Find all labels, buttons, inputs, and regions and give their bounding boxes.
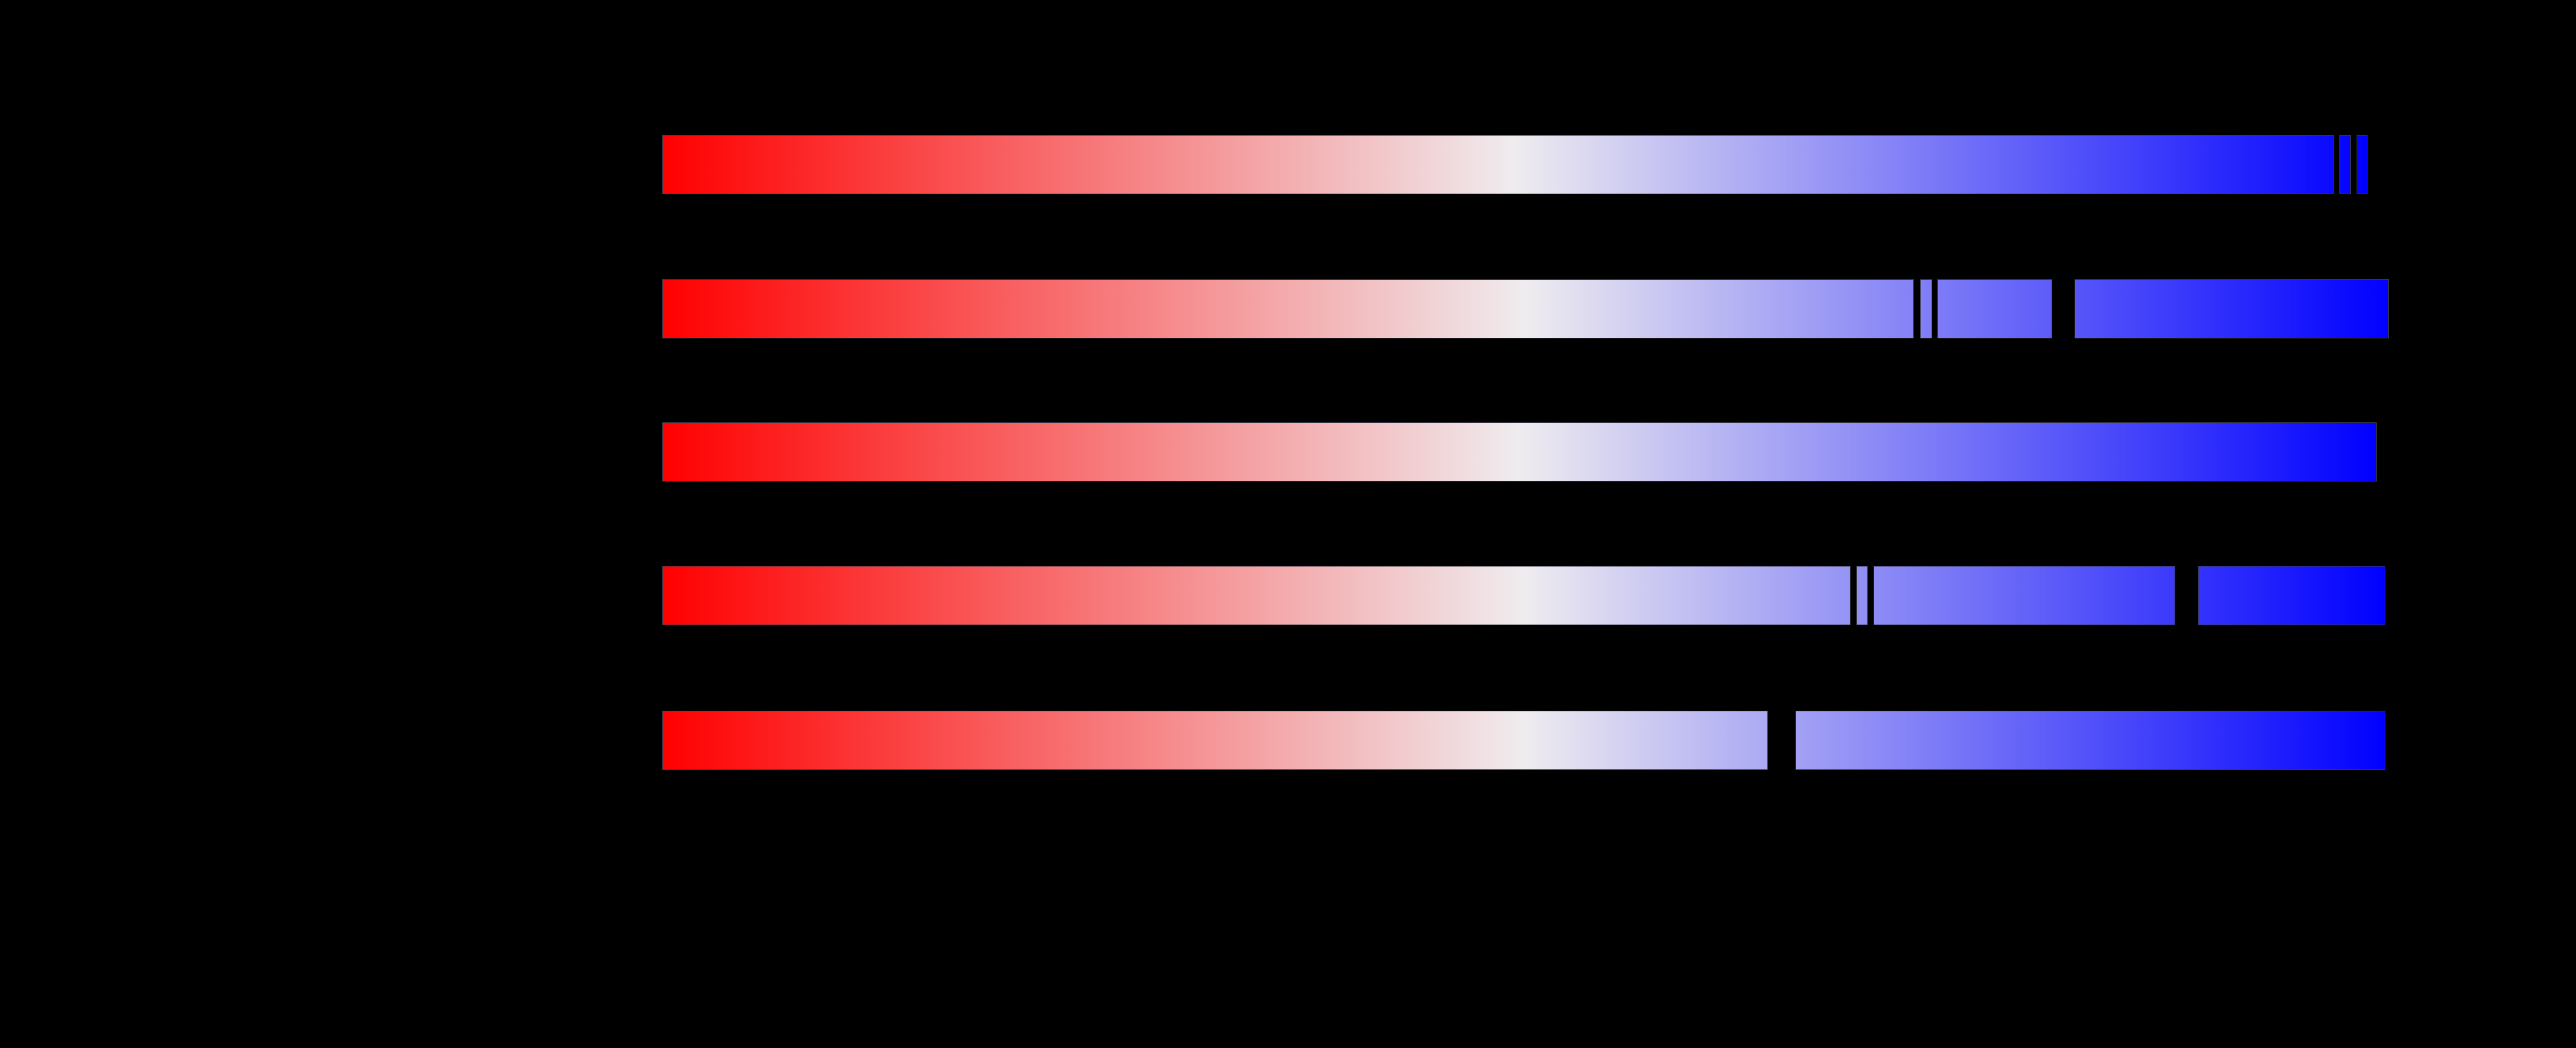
bar-segment-r3-s1[interactable] — [662, 422, 2377, 481]
bar-segment-gradient — [663, 567, 1850, 625]
bar-segment-r2-s3[interactable] — [1937, 279, 2052, 338]
bar-segment-gradient — [1857, 567, 1867, 625]
bar-segment-r5-s1[interactable] — [662, 711, 1768, 770]
bar-segment-gradient — [1921, 280, 1932, 338]
bar-segment-r4-s4[interactable] — [2198, 566, 2385, 625]
bar-segment-gradient — [1874, 567, 2175, 625]
bar-segment-r5-s2[interactable] — [1795, 711, 2385, 770]
bar-row-2 — [0, 279, 2576, 338]
bar-segment-r2-s1[interactable] — [662, 279, 1914, 338]
bar-segment-gradient — [2357, 136, 2367, 194]
bar-segment-r1-s2[interactable] — [2339, 135, 2351, 194]
bar-segment-gradient — [2340, 136, 2350, 194]
bar-segment-gradient — [663, 136, 2334, 194]
bar-segment-gradient — [663, 711, 1767, 769]
bar-segment-r4-s3[interactable] — [1874, 566, 2175, 625]
bar-segment-gradient — [1796, 711, 2385, 769]
bar-segment-gradient — [1938, 280, 2052, 338]
bar-segment-gradient — [2075, 280, 2388, 338]
bar-segment-r4-s1[interactable] — [662, 566, 1851, 625]
bar-row-5 — [0, 711, 2576, 770]
bar-segment-r2-s4[interactable] — [2075, 279, 2389, 338]
bar-segment-r2-s2[interactable] — [1920, 279, 1932, 338]
bar-row-4 — [0, 566, 2576, 625]
bar-segment-r4-s2[interactable] — [1856, 566, 1868, 625]
bar-segment-r1-s1[interactable] — [662, 135, 2334, 194]
bar-row-1 — [0, 135, 2576, 194]
bar-segment-gradient — [663, 280, 1913, 338]
bar-segment-r1-s3[interactable] — [2357, 135, 2368, 194]
bar-row-3 — [0, 422, 2576, 481]
bar-segment-gradient — [2199, 567, 2385, 625]
bar-segment-gradient — [663, 423, 2376, 481]
